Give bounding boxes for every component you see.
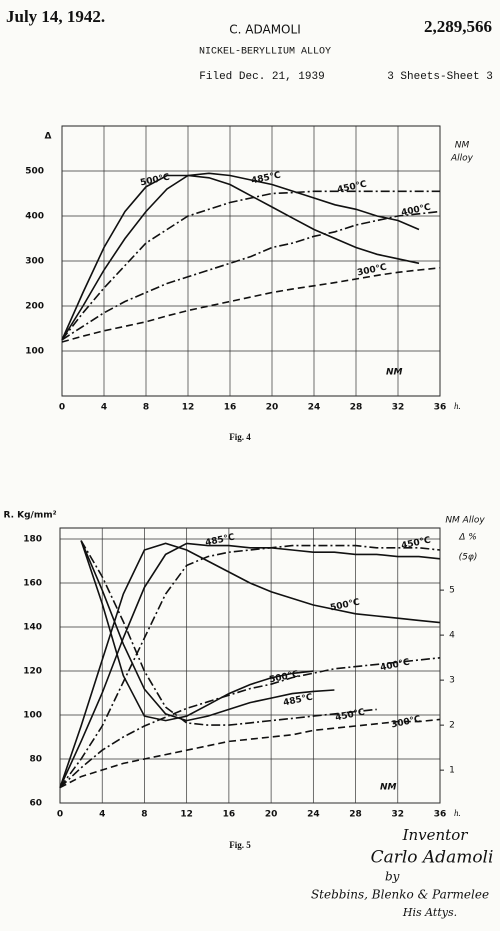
series-label: 300°C	[356, 262, 388, 278]
figure-title: Fig. 5	[229, 840, 251, 850]
patent-title: NICKEL-BERYLLIUM ALLOY	[199, 47, 331, 58]
y-tick-label: 120	[23, 667, 42, 677]
series-label: 300°C	[390, 714, 422, 730]
x-axis-label: h.	[454, 401, 461, 411]
attorneys-role: His Attys.	[402, 906, 457, 919]
inventor-role: Inventor	[402, 826, 469, 844]
x-tick-label: 28	[350, 403, 363, 413]
series-line	[62, 173, 419, 339]
corner-label: NM	[455, 141, 470, 151]
y-tick-label: 300	[25, 257, 44, 267]
x-tick-label: 28	[349, 810, 362, 820]
x-tick-label: 4	[101, 403, 107, 413]
y-axis-label: R. Kg/mm²	[3, 511, 56, 521]
y-tick-label: 80	[29, 755, 42, 765]
date: July 14, 1942.	[6, 7, 105, 26]
y-tick-label: 100	[23, 711, 42, 721]
filed-date: Filed Dec. 21, 1939	[199, 71, 324, 83]
corner-label: Alloy	[450, 154, 474, 164]
y-tick-label: 400	[25, 212, 44, 222]
x-tick-label: 12	[180, 810, 193, 820]
series-line	[60, 719, 440, 787]
y2-tick-label: 3	[449, 676, 455, 686]
x-tick-label: 36	[434, 810, 447, 820]
annotation: NM	[380, 783, 397, 793]
y-tick-label: 160	[23, 579, 42, 589]
x-tick-label: 8	[141, 810, 147, 820]
inventor-signature: Carlo Adamoli	[371, 848, 494, 868]
sheets: 3 Sheets-Sheet 3	[387, 71, 493, 83]
x-tick-label: 20	[265, 810, 278, 820]
y-tick-label: 140	[23, 623, 42, 633]
x-tick-label: 12	[182, 403, 195, 413]
x-tick-label: 32	[392, 403, 405, 413]
x-tick-label: 20	[266, 403, 279, 413]
series-line	[62, 268, 440, 342]
x-tick-label: 0	[59, 403, 65, 413]
y2-tick-label: 5	[449, 586, 455, 596]
series-label: 450°C	[334, 707, 366, 723]
annotation: NM	[386, 368, 403, 378]
by-text: by	[385, 870, 400, 884]
y-axis-label: Δ	[45, 132, 52, 142]
y-tick-label: 180	[23, 535, 42, 545]
corner-label: (5φ)	[459, 553, 478, 563]
series-line	[81, 541, 313, 721]
x-tick-label: 0	[57, 810, 63, 820]
x-tick-label: 24	[308, 403, 321, 413]
y2-tick-label: 4	[449, 631, 455, 641]
corner-label: NM Alloy	[445, 516, 485, 526]
x-tick-label: 24	[307, 810, 320, 820]
series-line	[62, 212, 440, 340]
x-tick-label: 32	[392, 810, 405, 820]
x-tick-label: 16	[224, 403, 237, 413]
y-tick-label: 200	[25, 302, 44, 312]
series-label: 450°C	[336, 179, 368, 195]
inventor-name: C. ADAMOLI	[229, 23, 300, 37]
y-tick-label: 500	[25, 167, 44, 177]
figure-title: Fig. 4	[229, 432, 251, 442]
patent-sheet: July 14, 1942. C. ADAMOLI 2,289,566 NICK…	[0, 0, 500, 931]
y2-tick-label: 2	[449, 721, 455, 731]
y-tick-label: 60	[29, 799, 42, 809]
attorneys-signature: Stebbins, Blenko & Parmelee	[311, 888, 489, 902]
x-tick-label: 16	[223, 810, 236, 820]
corner-label: Δ %	[458, 533, 477, 543]
x-tick-label: 4	[99, 810, 105, 820]
y-tick-label: 100	[25, 347, 44, 357]
x-tick-label: 36	[434, 403, 447, 413]
y2-tick-label: 1	[449, 766, 455, 776]
series-line	[81, 541, 334, 721]
x-axis-label: h.	[454, 808, 461, 818]
x-tick-label: 8	[143, 403, 149, 413]
series-label: 500°C	[139, 172, 171, 188]
patent-number: 2,289,566	[424, 17, 492, 36]
